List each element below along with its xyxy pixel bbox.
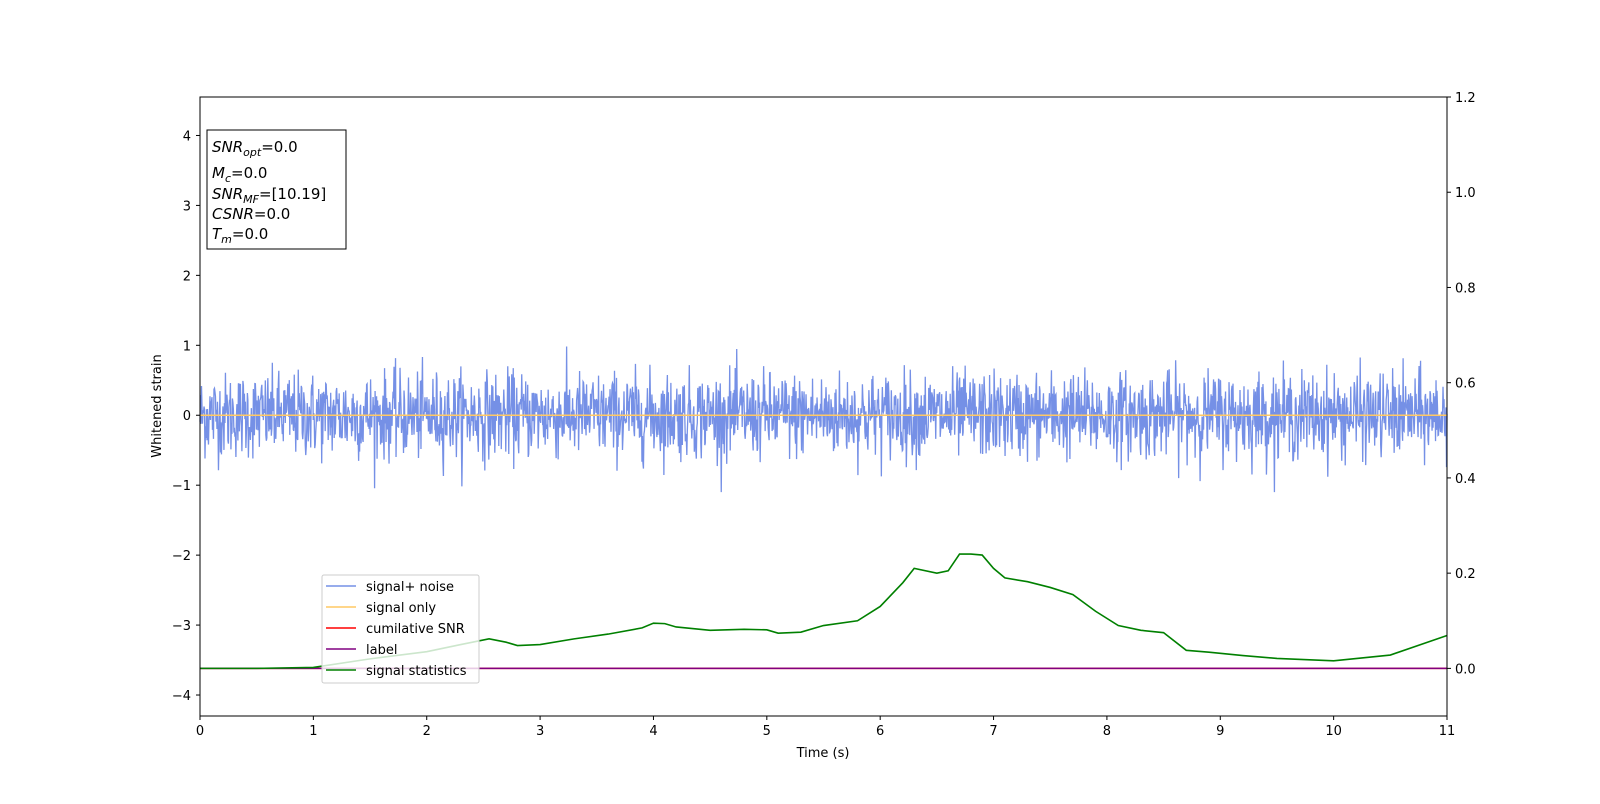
x-tick-label: 10 [1325, 724, 1342, 739]
axes-frame [199, 96, 1448, 717]
x-tick-label: 0 [196, 724, 204, 739]
x-tick-label: 8 [1103, 724, 1111, 739]
x-tick-label: 1 [309, 724, 317, 739]
legend-label: label [366, 643, 397, 658]
y2-tick-label: 1.2 [1455, 91, 1476, 106]
textbox-frame [206, 129, 347, 250]
y-axis-left: −4 −3 −2 −1 0 1 2 3 4 [172, 129, 200, 704]
y-axis-right: 0.0 0.2 0.4 0.6 0.8 1.0 1.2 [1447, 91, 1476, 677]
series-signal-statistics [200, 553, 1448, 670]
y-tick-label: 3 [183, 199, 191, 214]
x-tick-label: 3 [536, 724, 544, 739]
textbox-line: SNRMF=[10.19] [212, 185, 326, 206]
y2-tick-label: 0.4 [1455, 472, 1476, 487]
legend-frame [321, 574, 480, 684]
x-tick-label: 6 [876, 724, 884, 739]
y2-tick-label: 1.0 [1455, 186, 1476, 201]
x-tick-label: 9 [1216, 724, 1224, 739]
y-tick-label: −1 [172, 479, 191, 494]
y-tick-label: −4 [172, 689, 191, 704]
series-signal-noise [199, 346, 1448, 493]
x-tick-label: 7 [989, 724, 997, 739]
legend-label: signal only [366, 601, 436, 616]
y-tick-label: 4 [183, 129, 191, 144]
x-tick-label: 4 [649, 724, 657, 739]
y2-tick-label: 0.8 [1455, 281, 1476, 296]
y-axis-label: Whitened strain [150, 354, 165, 457]
legend-label: signal+ noise [366, 580, 454, 595]
x-tick-label: 5 [763, 724, 771, 739]
legend-label: cumilative SNR [366, 622, 465, 637]
y2-tick-label: 0.2 [1455, 567, 1476, 582]
x-axis: 0 1 2 3 4 5 6 7 8 9 10 11 [196, 716, 1455, 739]
y-tick-label: −3 [172, 619, 191, 634]
textbox-line: CSNR=0.0 [212, 205, 290, 223]
y-tick-label: 2 [183, 269, 191, 284]
x-tick-label: 2 [423, 724, 431, 739]
y-tick-label: 0 [183, 409, 191, 424]
legend: signal+ noise signal only cumilative SNR la… [321, 574, 480, 684]
x-axis-label: Time (s) [796, 746, 850, 761]
textbox-line: Mc=0.0 [212, 164, 267, 185]
y2-tick-label: 0.6 [1455, 377, 1476, 392]
textbox-line: SNRopt=0.0 [212, 138, 298, 159]
y-tick-label: −2 [172, 549, 191, 564]
x-tick-label: 11 [1439, 724, 1456, 739]
y-tick-label: 1 [183, 339, 191, 354]
y2-tick-label: 0.0 [1455, 662, 1476, 677]
textbox-line: Tm=0.0 [212, 225, 268, 246]
legend-label: signal statistics [366, 664, 467, 679]
